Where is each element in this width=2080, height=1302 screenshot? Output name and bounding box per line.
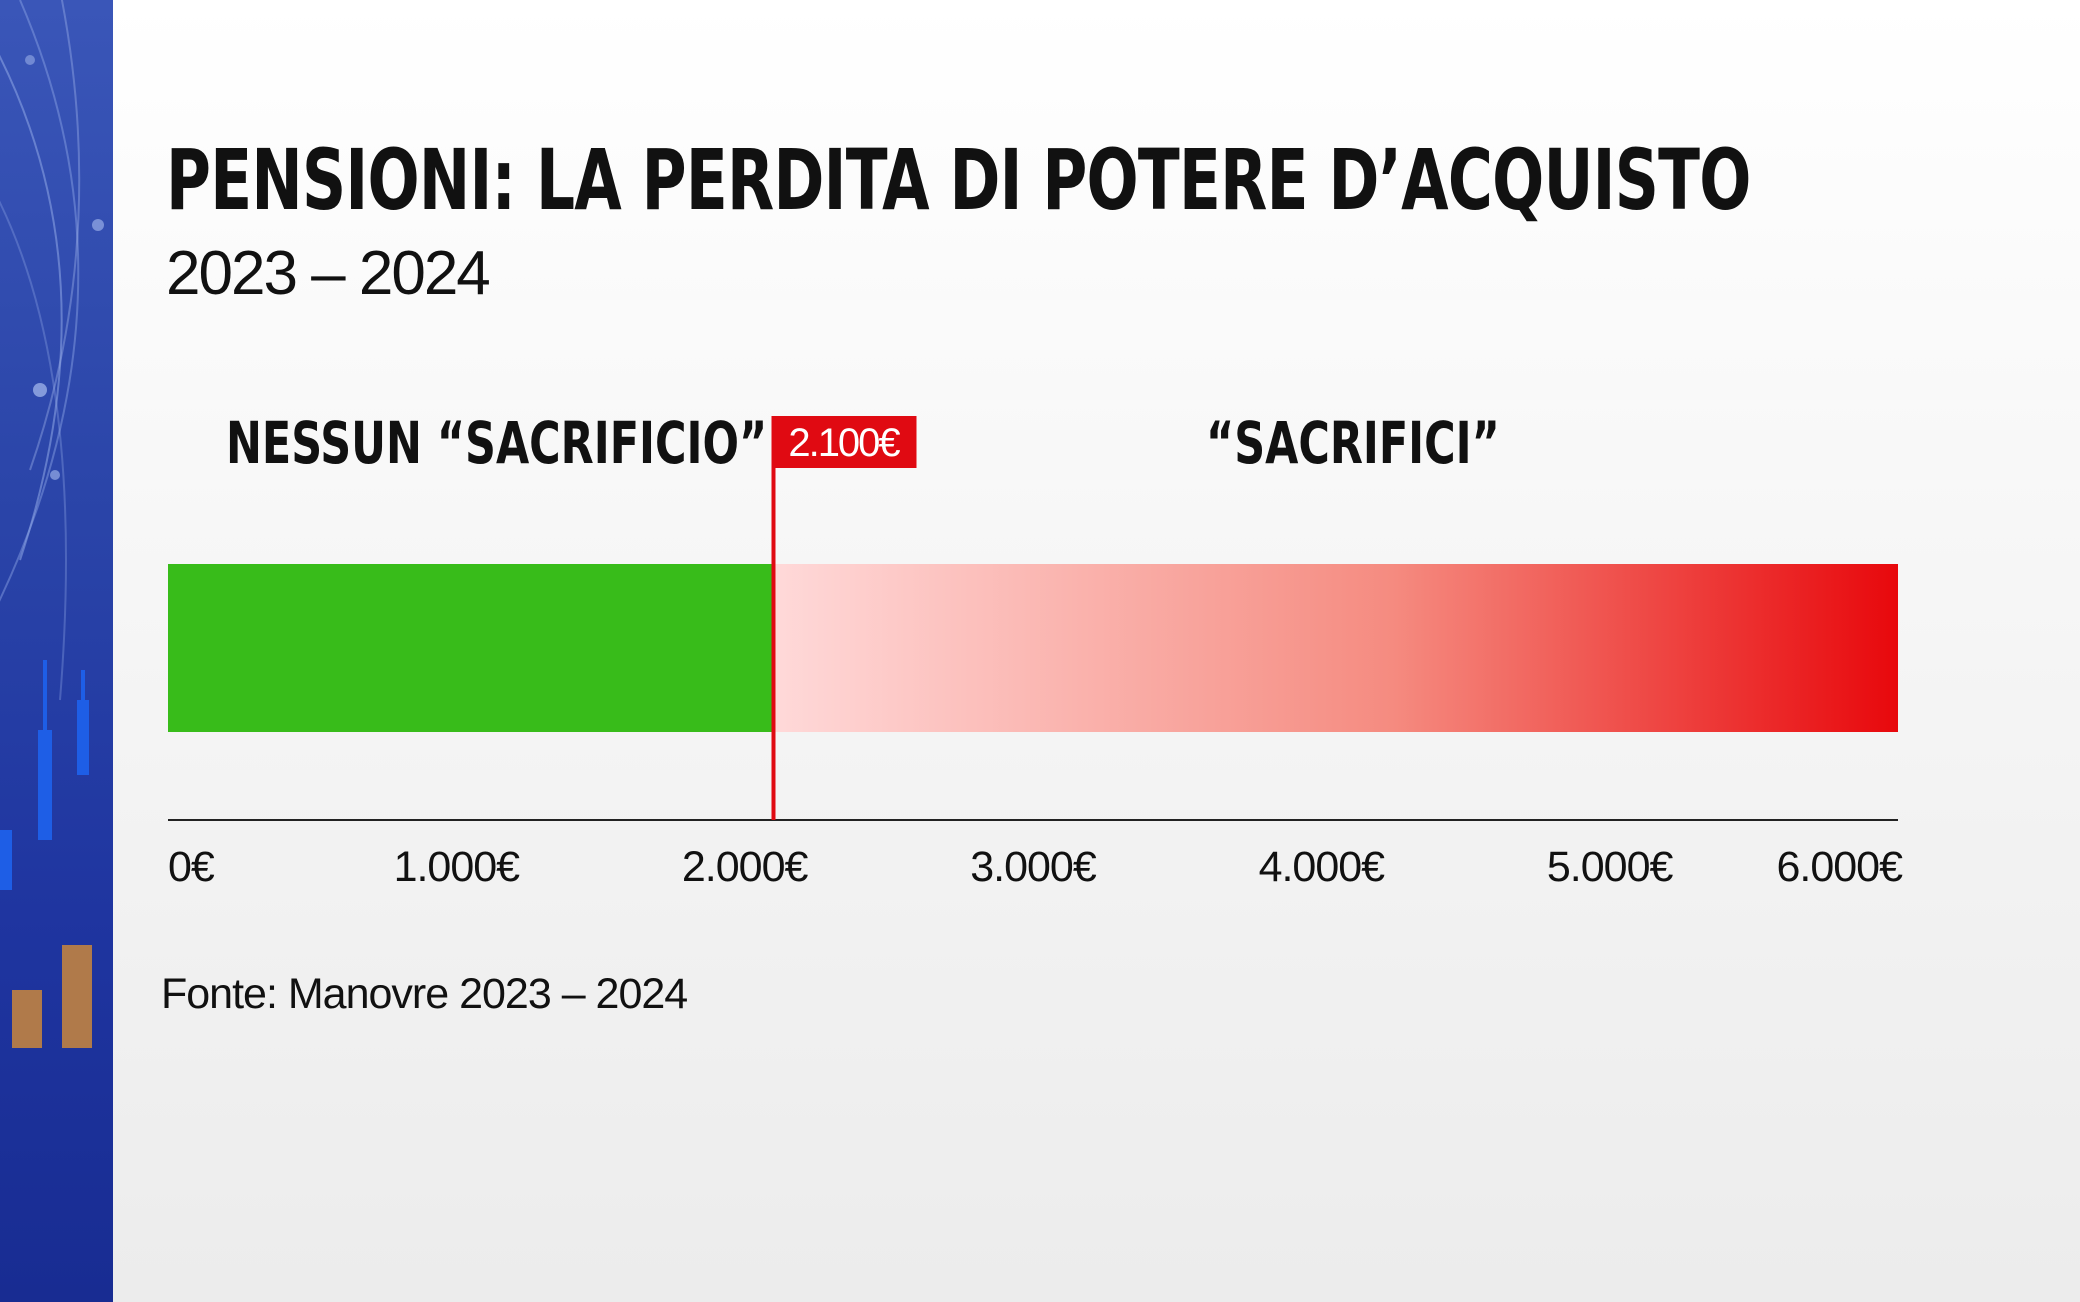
x-tick-label: 5.000€ [1547, 843, 1674, 891]
source-note: Fonte: Manovre 2023 – 2024 [161, 970, 688, 1018]
x-tick-label: 0€ [168, 843, 215, 891]
x-axis-ticks: 0€ 1.000€ 2.000€ 3.000€ 4.000€ 5.000€ 6.000€ [168, 843, 1904, 891]
chart-title: PENSIONI: LA PERDITA DI POTERE D’ACQUIST… [166, 131, 1751, 229]
x-tick-label: 2.000€ [682, 843, 809, 891]
x-tick-label: 1.000€ [394, 843, 521, 891]
side-decoration-strip [0, 0, 113, 1302]
threshold-label-box [771, 416, 917, 468]
x-tick-label: 6.000€ [1776, 843, 1903, 891]
zone-label-sacrifices: “SACRIFICI” [1206, 409, 1500, 477]
bar-segment-no-sacrifice [168, 564, 774, 732]
bar-segment-sacrifices [773, 564, 1898, 732]
zone-label-no-sacrifice: NESSUN “SACRIFICIO” [226, 409, 768, 477]
chart-subtitle: 2023 – 2024 [166, 239, 491, 308]
x-tick-label: 3.000€ [970, 843, 1097, 891]
side-decoration-graphic [0, 0, 104, 1048]
threshold-label: 2.100€ [788, 421, 900, 465]
x-tick-label: 4.000€ [1259, 843, 1386, 891]
